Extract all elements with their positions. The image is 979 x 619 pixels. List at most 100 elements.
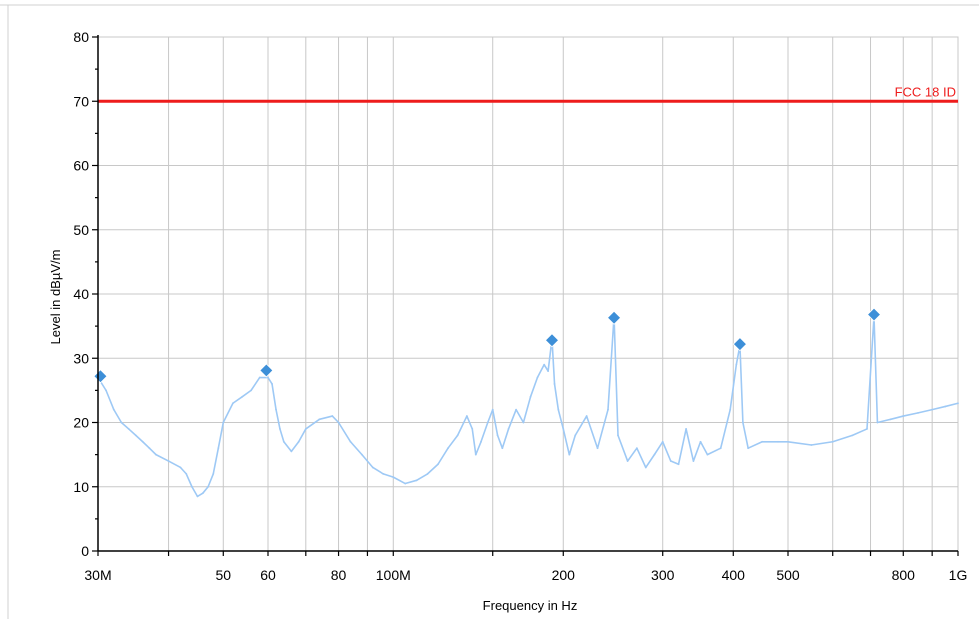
series-point xyxy=(155,453,157,456)
series-point xyxy=(547,370,549,372)
series-point xyxy=(876,421,879,424)
x-tick-label: 400 xyxy=(722,567,746,583)
series-point xyxy=(529,395,532,398)
x-tick-label: 800 xyxy=(892,567,916,583)
peak-marker xyxy=(259,363,274,378)
series-point xyxy=(290,450,293,453)
y-tick-label: 50 xyxy=(73,222,89,238)
series-point xyxy=(349,440,352,443)
x-axis-title: Frequency in Hz xyxy=(483,598,578,613)
series-point xyxy=(179,466,182,469)
series-point xyxy=(105,389,107,392)
series-point xyxy=(568,453,571,456)
series-point xyxy=(267,376,269,379)
series-point xyxy=(201,492,204,495)
series-point xyxy=(371,466,374,469)
limit-label: FCC 18 ID xyxy=(895,84,956,99)
series-point xyxy=(644,466,647,469)
series-point xyxy=(222,421,225,424)
series-point xyxy=(944,405,947,408)
series-point xyxy=(212,473,215,475)
series-point xyxy=(318,418,321,421)
series-point xyxy=(258,376,261,379)
series-point xyxy=(471,428,474,430)
series-point xyxy=(596,447,599,450)
series-point xyxy=(553,383,556,385)
x-tick-label: 80 xyxy=(331,567,347,583)
series-point xyxy=(661,440,664,443)
series-point xyxy=(279,428,281,430)
y-tick-label: 40 xyxy=(73,286,89,302)
series-point xyxy=(148,447,151,450)
series-point xyxy=(120,421,123,424)
limit-layer: FCC 18 ID xyxy=(98,84,958,103)
series-point xyxy=(382,473,385,475)
series-point xyxy=(232,402,234,405)
series-point xyxy=(747,447,750,450)
series-point xyxy=(112,408,115,411)
x-tick-label: 60 xyxy=(260,567,276,583)
tick-labels: 0 10 20 30 40 50 60 70 80 30M 50 60 80 100M 200 300 400 5… xyxy=(73,29,967,583)
y-tick-label: 30 xyxy=(73,350,89,366)
series-point xyxy=(719,447,722,450)
axes xyxy=(92,35,959,556)
y-tick-label: 60 xyxy=(73,158,89,174)
series-point xyxy=(931,408,934,411)
series-point xyxy=(437,463,439,466)
series-point xyxy=(404,482,407,485)
series-point xyxy=(522,421,525,424)
peak-marker xyxy=(732,337,747,352)
series-point xyxy=(507,428,510,430)
series-point xyxy=(297,440,300,443)
series-point xyxy=(787,440,789,443)
x-tick-label: 30M xyxy=(84,567,111,583)
x-tick-label: 200 xyxy=(552,567,576,583)
series-point xyxy=(741,421,744,424)
series-point xyxy=(447,447,449,450)
x-tick-label: 50 xyxy=(215,567,231,583)
series-line xyxy=(97,315,959,498)
series-point xyxy=(426,473,429,475)
series-point xyxy=(196,495,199,498)
series-point xyxy=(902,415,905,417)
series-point xyxy=(917,411,920,414)
series-point xyxy=(706,453,709,456)
series-point xyxy=(685,428,687,430)
series-point xyxy=(134,434,137,437)
series-point xyxy=(337,421,340,424)
series-point xyxy=(866,428,868,430)
series-point xyxy=(361,453,363,456)
x-tick-label: 1G xyxy=(949,567,968,583)
series-point xyxy=(465,415,468,417)
y-tick-label: 0 xyxy=(81,543,89,559)
peak-marker xyxy=(544,333,560,348)
y-axis-title: Level in dBµV/m xyxy=(48,250,63,345)
series-point xyxy=(653,453,656,456)
series-point xyxy=(474,453,477,456)
series-point xyxy=(585,415,588,417)
marker-layer xyxy=(93,307,882,384)
series-point xyxy=(207,485,210,488)
series-point xyxy=(562,428,565,430)
series-point xyxy=(480,440,482,443)
series-point xyxy=(889,418,892,421)
y-tick-label: 70 xyxy=(73,93,89,109)
series-point xyxy=(331,415,334,417)
series-point xyxy=(241,395,244,398)
series-point xyxy=(735,363,738,366)
series-point xyxy=(282,440,285,443)
series-point xyxy=(271,383,273,385)
series-point xyxy=(761,440,764,443)
series-point xyxy=(415,479,418,482)
series-point xyxy=(557,408,560,411)
series-point xyxy=(777,440,779,443)
series-point xyxy=(543,363,546,366)
series-point xyxy=(127,428,130,430)
series-point xyxy=(167,460,170,462)
series-point xyxy=(217,447,220,450)
series-point xyxy=(669,460,672,462)
series-point xyxy=(617,434,619,437)
series-point xyxy=(141,440,144,443)
y-tick-label: 80 xyxy=(73,29,89,45)
